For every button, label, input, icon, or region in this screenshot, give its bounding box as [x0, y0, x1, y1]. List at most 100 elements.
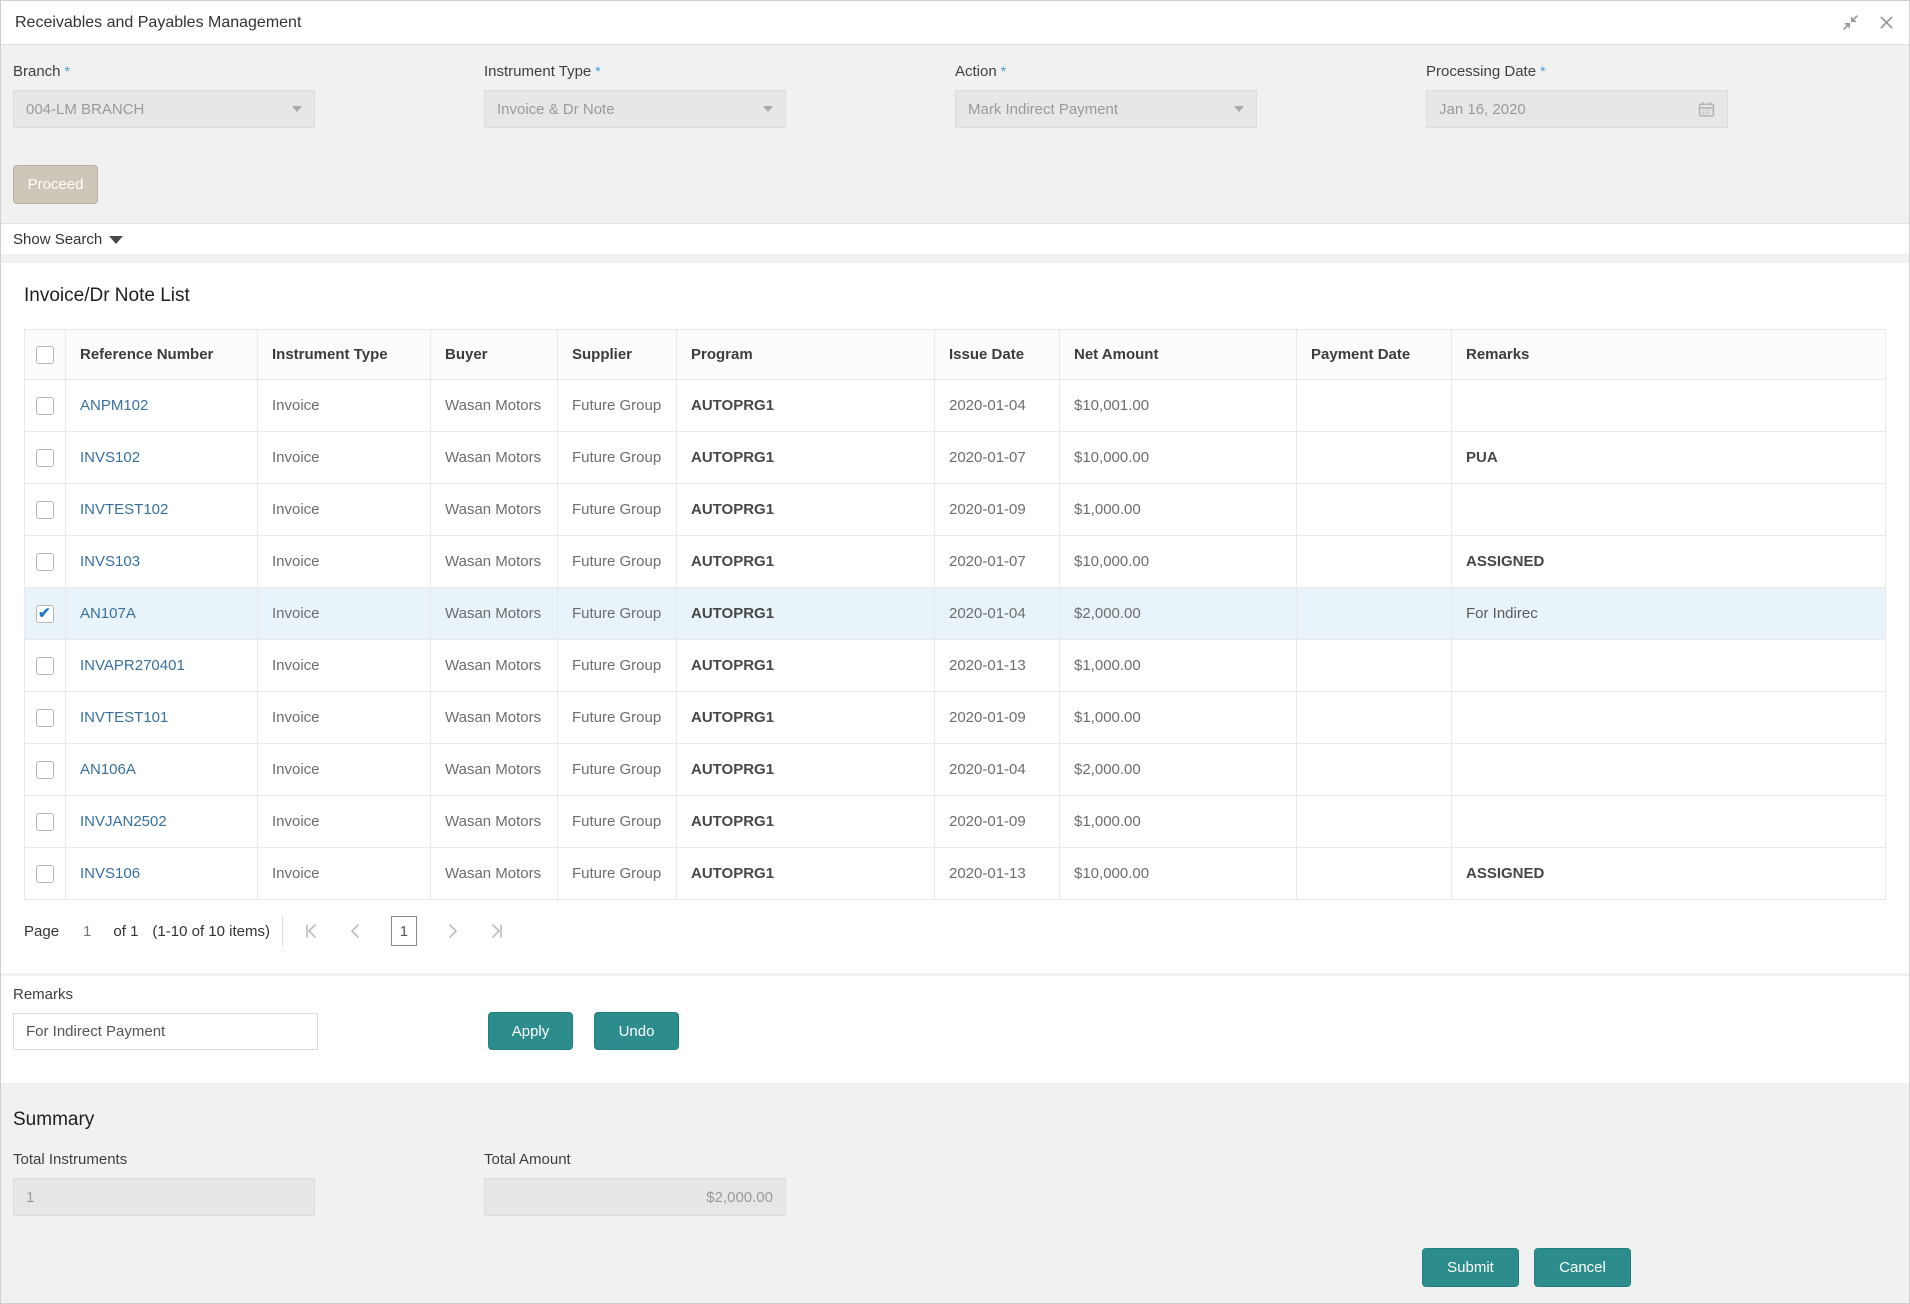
table-row: INVJAN2502 Invoice Wasan Motors Future G…: [24, 795, 1886, 848]
row-checkbox[interactable]: [36, 552, 54, 571]
cell-remarks: [1451, 691, 1886, 744]
reference-link[interactable]: ANPM102: [80, 397, 149, 414]
apply-button[interactable]: Apply: [488, 1012, 573, 1050]
previous-page-icon[interactable]: [347, 922, 365, 940]
cell-program: AUTOPRG1: [676, 743, 935, 796]
total-amount-value[interactable]: [484, 1178, 786, 1216]
next-page-icon[interactable]: [443, 922, 461, 940]
cell-net-amount: $1,000.00: [1059, 639, 1297, 692]
branch-select[interactable]: 004-LM BRANCH: [13, 90, 315, 128]
cell-remarks: [1451, 795, 1886, 848]
cell-instrument-type: Invoice: [257, 847, 431, 900]
page-label: Page: [24, 922, 60, 940]
cell-supplier: Future Group: [557, 691, 677, 744]
cell-remarks: [1451, 483, 1886, 536]
cell-program: AUTOPRG1: [676, 483, 935, 536]
cell-reference-number: AN106A: [65, 743, 258, 796]
cell-remarks: For Indirec: [1451, 587, 1886, 640]
row-checkbox[interactable]: [36, 396, 54, 415]
cell-remarks: [1451, 639, 1886, 692]
cell-buyer: Wasan Motors: [430, 587, 558, 640]
reference-link[interactable]: INVTEST102: [80, 501, 169, 518]
submit-button[interactable]: Submit: [1422, 1248, 1519, 1287]
cell-program: AUTOPRG1: [676, 379, 935, 432]
cell-instrument-type: Invoice: [257, 743, 431, 796]
row-checkbox[interactable]: [36, 708, 54, 727]
row-checkbox-cell: [24, 743, 66, 796]
page-of-label: of 1: [113, 922, 139, 940]
invoice-table-body: ANPM102 Invoice Wasan Motors Future Grou…: [24, 379, 1886, 900]
table-row: AN106A Invoice Wasan Motors Future Group…: [24, 743, 1886, 796]
first-page-icon[interactable]: [303, 922, 321, 940]
instrument-type-field: Instrument Type * Invoice & Dr Note: [484, 63, 955, 128]
table-row: INVAPR270401 Invoice Wasan Motors Future…: [24, 639, 1886, 692]
row-checkbox-cell: [24, 847, 66, 900]
reference-link[interactable]: AN107A: [80, 605, 136, 622]
remarks-input[interactable]: [13, 1012, 318, 1050]
cell-issue-date: 2020-01-09: [934, 691, 1060, 744]
processing-date-field: Processing Date * Jan 16, 2020: [1426, 63, 1897, 128]
cell-payment-date: [1296, 691, 1452, 744]
processing-date-value: Jan 16, 2020: [1439, 100, 1526, 118]
page-number: 1: [83, 922, 92, 940]
cell-issue-date: 2020-01-07: [934, 431, 1060, 484]
cell-reference-number: INVJAN2502: [65, 795, 258, 848]
close-icon[interactable]: [1877, 14, 1895, 32]
undo-button[interactable]: Undo: [594, 1012, 679, 1050]
reference-link[interactable]: INVS106: [80, 865, 141, 882]
cell-payment-date: [1296, 431, 1452, 484]
col-buyer: Buyer: [430, 329, 558, 380]
list-title: Invoice/Dr Note List: [24, 285, 190, 306]
cell-net-amount: $10,000.00: [1059, 535, 1297, 588]
reference-link[interactable]: AN106A: [80, 761, 136, 778]
instrument-type-value: Invoice & Dr Note: [497, 100, 615, 118]
instrument-type-label: Instrument Type: [484, 63, 592, 80]
cancel-button[interactable]: Cancel: [1534, 1248, 1631, 1287]
reference-link[interactable]: INVS103: [80, 553, 141, 570]
reference-link[interactable]: INVJAN2502: [80, 813, 167, 830]
cell-supplier: Future Group: [557, 587, 677, 640]
select-all-checkbox[interactable]: [36, 345, 54, 364]
processing-date-label: Processing Date: [1426, 63, 1537, 80]
row-checkbox[interactable]: [36, 604, 54, 623]
reference-link[interactable]: INVS102: [80, 449, 141, 466]
cell-net-amount: $1,000.00: [1059, 483, 1297, 536]
cell-payment-date: [1296, 847, 1452, 900]
reference-link[interactable]: INVTEST101: [80, 709, 169, 726]
total-instruments-value[interactable]: [13, 1178, 315, 1216]
show-search-toggle[interactable]: Show Search: [1, 223, 1909, 254]
cell-net-amount: $1,000.00: [1059, 795, 1297, 848]
cell-program: AUTOPRG1: [676, 795, 935, 848]
cell-reference-number: INVAPR270401: [65, 639, 258, 692]
row-checkbox[interactable]: [36, 448, 54, 467]
cell-supplier: Future Group: [557, 795, 677, 848]
cell-program: AUTOPRG1: [676, 847, 935, 900]
instrument-type-select[interactable]: Invoice & Dr Note: [484, 90, 786, 128]
row-checkbox[interactable]: [36, 864, 54, 883]
col-reference-number: Reference Number: [65, 329, 258, 380]
row-checkbox[interactable]: [36, 500, 54, 519]
table-row: INVS106 Invoice Wasan Motors Future Grou…: [24, 847, 1886, 900]
cell-reference-number: INVS103: [65, 535, 258, 588]
cell-remarks: ASSIGNED: [1451, 535, 1886, 588]
cell-supplier: Future Group: [557, 379, 677, 432]
branch-label: Branch: [13, 63, 61, 80]
cell-issue-date: 2020-01-07: [934, 535, 1060, 588]
cell-payment-date: [1296, 483, 1452, 536]
proceed-button[interactable]: Proceed: [13, 165, 98, 204]
cell-buyer: Wasan Motors: [430, 847, 558, 900]
cell-net-amount: $10,000.00: [1059, 847, 1297, 900]
caret-down-icon: [109, 236, 124, 244]
processing-date-input[interactable]: Jan 16, 2020: [1426, 90, 1728, 128]
row-checkbox[interactable]: [36, 656, 54, 675]
current-page-box[interactable]: 1: [390, 916, 417, 946]
row-checkbox[interactable]: [36, 760, 54, 779]
row-checkbox[interactable]: [36, 812, 54, 831]
action-select[interactable]: Mark Indirect Payment: [955, 90, 1257, 128]
cell-remarks: [1451, 379, 1886, 432]
collapse-icon[interactable]: [1841, 14, 1859, 32]
reference-link[interactable]: INVAPR270401: [80, 657, 185, 674]
remarks-panel: Remarks Apply Undo: [1, 976, 1909, 1083]
last-page-icon[interactable]: [487, 922, 505, 940]
